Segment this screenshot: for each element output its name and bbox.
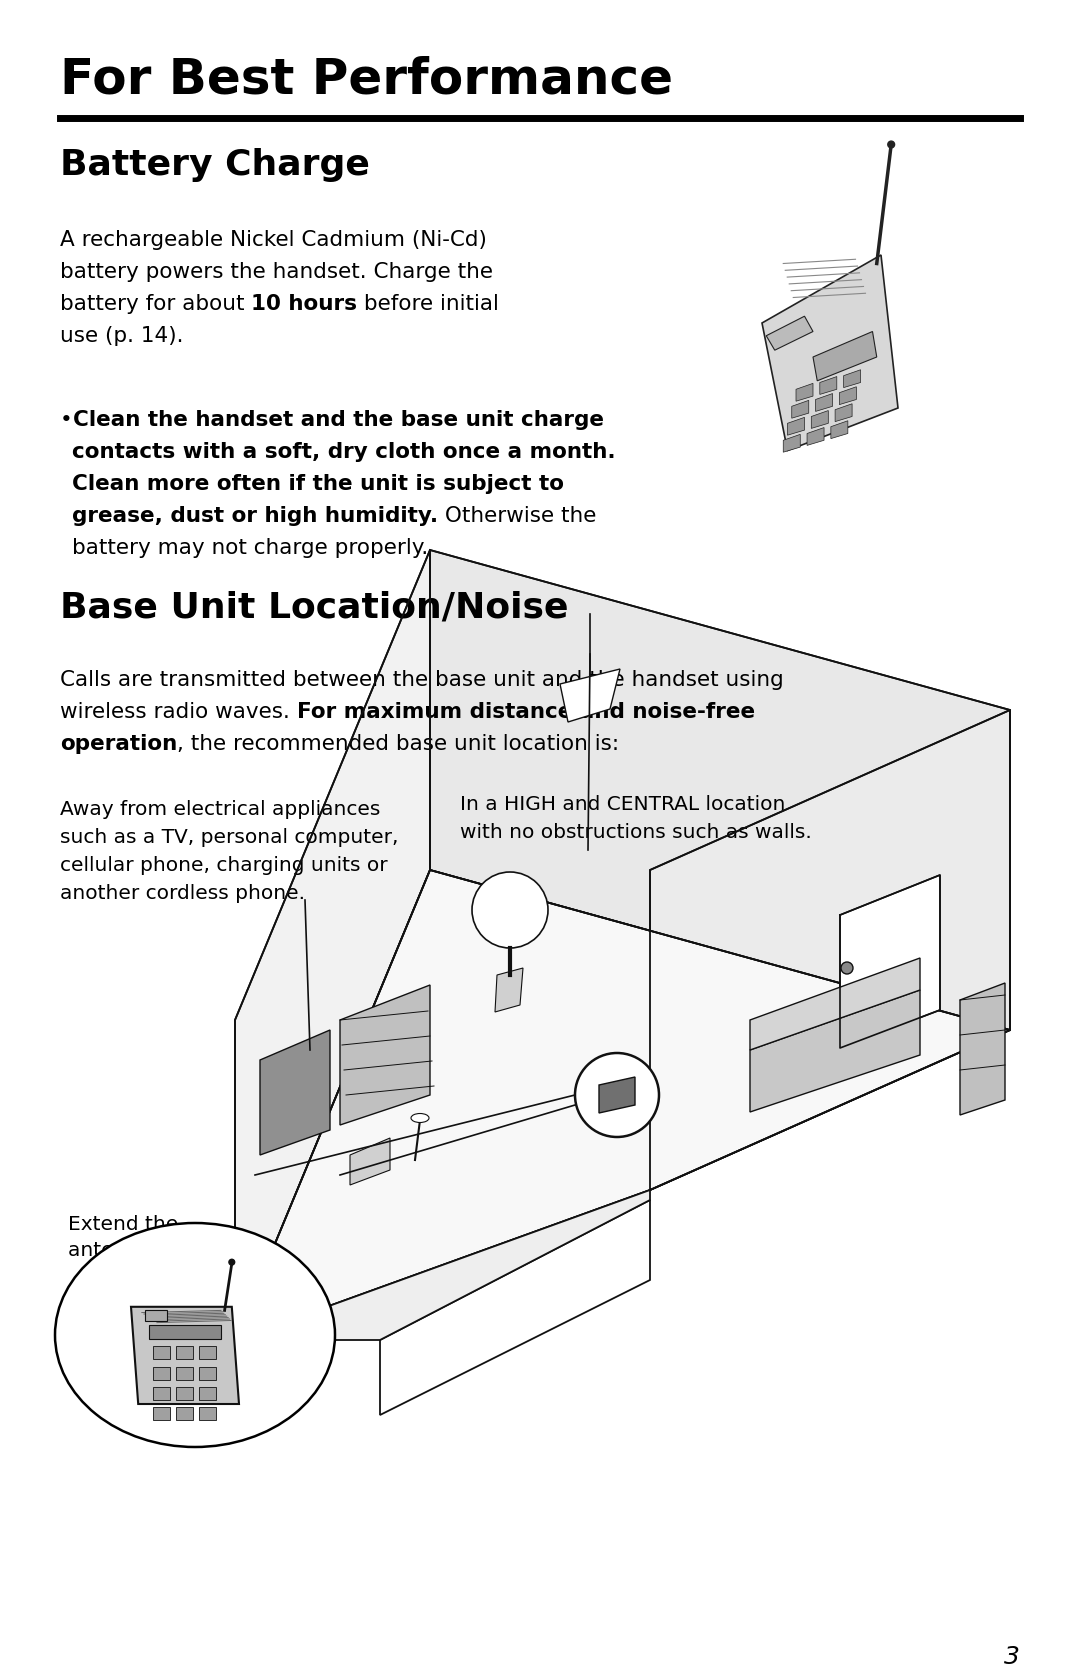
Bar	[199, 1387, 216, 1400]
Circle shape	[575, 1053, 659, 1137]
Polygon shape	[840, 875, 940, 1048]
Polygon shape	[839, 387, 856, 404]
Polygon shape	[430, 551, 1010, 1030]
Polygon shape	[599, 1077, 635, 1113]
Polygon shape	[835, 404, 852, 422]
Polygon shape	[750, 990, 920, 1112]
Text: For maximum distance and noise-free: For maximum distance and noise-free	[297, 703, 755, 723]
Polygon shape	[650, 709, 1010, 1190]
Text: wireless radio waves.: wireless radio waves.	[60, 703, 297, 723]
Text: Base Unit Location/Noise: Base Unit Location/Noise	[60, 591, 568, 624]
Circle shape	[472, 871, 548, 948]
Polygon shape	[783, 434, 800, 452]
Bar	[199, 1407, 216, 1420]
Text: antenna fully.: antenna fully.	[68, 1242, 204, 1260]
Text: For Best Performance: For Best Performance	[60, 55, 673, 103]
Polygon shape	[260, 1030, 330, 1155]
Bar	[199, 1347, 216, 1359]
Polygon shape	[131, 1307, 239, 1404]
Polygon shape	[787, 417, 805, 436]
Text: A rechargeable Nickel Cadmium (Ni-Cd): A rechargeable Nickel Cadmium (Ni-Cd)	[60, 230, 487, 250]
Polygon shape	[820, 377, 837, 394]
Bar	[152, 1407, 170, 1420]
Text: Extend the: Extend the	[68, 1215, 178, 1233]
Text: Clean more often if the unit is subject to: Clean more often if the unit is subject …	[72, 474, 564, 494]
Bar	[176, 1347, 193, 1359]
Bar	[176, 1367, 193, 1380]
Polygon shape	[495, 968, 523, 1011]
Bar	[152, 1347, 170, 1359]
Circle shape	[888, 142, 894, 149]
Text: battery may not charge properly.: battery may not charge properly.	[72, 537, 429, 557]
Ellipse shape	[55, 1223, 335, 1447]
Text: •: •	[60, 411, 72, 431]
Text: operation: operation	[60, 734, 177, 754]
Circle shape	[841, 961, 853, 975]
Polygon shape	[811, 411, 828, 429]
Text: use (p. 14).: use (p. 14).	[60, 325, 184, 345]
Text: contacts with a soft, dry cloth once a month.: contacts with a soft, dry cloth once a m…	[72, 442, 616, 462]
Polygon shape	[843, 371, 861, 387]
Polygon shape	[807, 427, 824, 446]
Polygon shape	[340, 985, 430, 1125]
Polygon shape	[750, 958, 920, 1050]
Bar	[152, 1367, 170, 1380]
Text: battery for about: battery for about	[60, 294, 252, 314]
Polygon shape	[831, 421, 848, 439]
Text: with no obstructions such as walls.: with no obstructions such as walls.	[460, 823, 812, 841]
Circle shape	[229, 1260, 234, 1265]
Text: Away from electrical appliances: Away from electrical appliances	[60, 799, 380, 819]
Bar	[146, 1310, 167, 1322]
Text: cellular phone, charging units or: cellular phone, charging units or	[60, 856, 388, 875]
Text: battery powers the handset. Charge the: battery powers the handset. Charge the	[60, 262, 492, 282]
Text: Otherwise the: Otherwise the	[438, 506, 596, 526]
Polygon shape	[235, 551, 430, 1340]
Polygon shape	[762, 255, 897, 451]
Polygon shape	[235, 1190, 650, 1340]
Text: 3: 3	[1004, 1646, 1020, 1669]
Text: grease, dust or high humidity.: grease, dust or high humidity.	[72, 506, 438, 526]
Polygon shape	[380, 1200, 650, 1415]
Polygon shape	[792, 401, 809, 419]
Polygon shape	[796, 384, 813, 401]
Polygon shape	[766, 315, 813, 350]
Text: In a HIGH and CENTRAL location: In a HIGH and CENTRAL location	[460, 794, 785, 814]
Polygon shape	[561, 669, 620, 723]
Text: 10 hours: 10 hours	[252, 294, 357, 314]
Text: another cordless phone.: another cordless phone.	[60, 885, 305, 903]
Text: Battery Charge: Battery Charge	[60, 149, 369, 182]
Text: Calls are transmitted between the base unit and the handset using: Calls are transmitted between the base u…	[60, 669, 784, 689]
Bar	[199, 1367, 216, 1380]
Bar	[176, 1387, 193, 1400]
Bar	[152, 1387, 170, 1400]
Text: before initial: before initial	[357, 294, 499, 314]
Ellipse shape	[411, 1113, 429, 1123]
Polygon shape	[235, 870, 1010, 1340]
Bar	[149, 1325, 221, 1339]
Polygon shape	[960, 983, 1005, 1115]
Text: Clean the handset and the base unit charge: Clean the handset and the base unit char…	[72, 411, 604, 431]
Bar	[176, 1407, 193, 1420]
Polygon shape	[813, 332, 877, 381]
Polygon shape	[350, 1138, 390, 1185]
Text: , the recommended base unit location is:: , the recommended base unit location is:	[177, 734, 619, 754]
Text: such as a TV, personal computer,: such as a TV, personal computer,	[60, 828, 399, 846]
Polygon shape	[815, 394, 833, 411]
